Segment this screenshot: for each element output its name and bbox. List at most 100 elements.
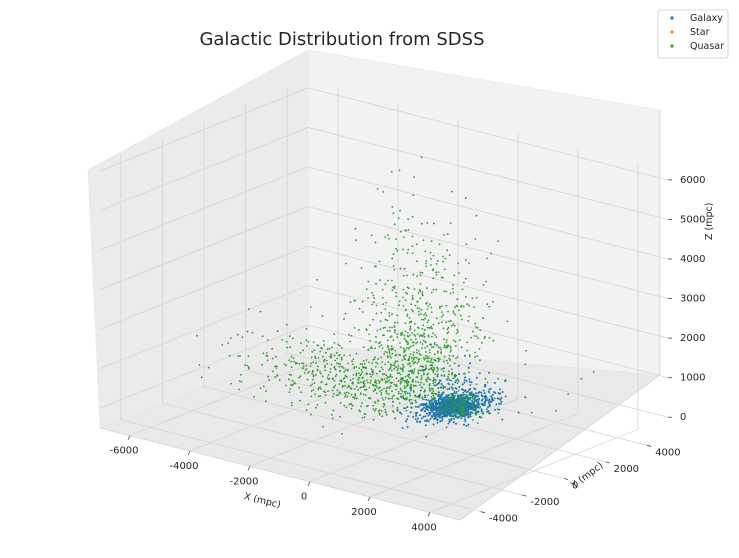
quasar-point [444,408,446,411]
galaxy-point [477,392,480,394]
quasar-point [416,326,419,329]
quasar-point [393,268,396,271]
quasar-point [432,288,435,291]
quasar-point [316,404,319,406]
quasar-point [344,384,346,387]
quasar-point [363,389,366,391]
galaxy-point [455,415,458,418]
quasar-point [408,346,411,349]
quasar-point [365,379,368,382]
quasar-point [389,365,392,368]
quasar-point [432,394,435,397]
quasar-point [425,260,428,262]
quasar-point [456,328,459,331]
galaxy-point [427,420,430,423]
quasar-point [285,323,288,326]
quasar-point [421,396,424,398]
quasar-point [307,340,310,343]
quasar-point [460,346,463,349]
quasar-point [487,412,490,414]
quasar-point [447,377,450,379]
quasar-point [448,357,451,360]
quasar-point [384,396,387,399]
quasar-point [253,395,256,398]
quasar-point [435,271,437,274]
quasar-point [397,392,400,395]
galaxy-point [403,407,406,410]
quasar-point [363,416,366,418]
quasar-point [442,327,445,330]
quasar-point [438,243,441,246]
galaxy-point [463,389,466,392]
quasar-point [426,308,429,310]
galaxy-point [497,392,500,394]
quasar-point [441,384,444,387]
galaxy-point [424,396,427,399]
quasar-point [423,335,426,338]
quasar-point [382,399,385,401]
quasar-point [435,336,438,339]
quasar-point [432,366,435,369]
quasar-point [387,393,390,395]
quasar-point [412,380,414,383]
quasar-point [423,389,426,391]
quasar-point [343,354,346,357]
galaxy-point [456,417,459,419]
quasar-point [379,390,381,392]
galaxy-point [425,407,428,410]
quasar-point [347,392,350,395]
quasar-point [388,314,391,317]
quasar-point [399,342,401,344]
galaxy-point [498,388,501,391]
quasar-point [313,382,316,384]
z-gridline [99,127,669,220]
quasar-point [400,381,403,383]
quasar-point [246,364,249,367]
galaxy-point [427,399,430,402]
quasar-point [383,372,385,375]
quasar-point [332,386,335,389]
quasar-point [366,372,368,375]
quasar-point [443,355,446,358]
quasar-point [404,322,407,325]
galaxy-point [495,403,498,406]
quasar-point [398,353,401,356]
quasar-point [393,364,396,367]
quasar-point [468,355,471,358]
galaxy-point [480,416,483,419]
quasar-point [445,402,448,404]
galaxy-point [436,375,439,377]
quasar-point [406,274,408,277]
quasar-point [440,311,443,313]
quasar-point [393,223,396,226]
legend-marker-star [670,30,674,34]
quasar-point [290,360,293,363]
quasar-point [468,371,470,374]
quasar-point [335,373,338,376]
quasar-point [411,360,414,363]
quasar-point [352,358,355,360]
quasar-point [457,330,459,333]
quasar-point [447,370,450,373]
quasar-point [341,365,344,368]
quasar-point [488,336,491,339]
quasar-point [376,363,379,365]
quasar-point [430,408,433,411]
galaxy-point [438,393,440,396]
quasar-point [392,411,395,413]
quasar-point [402,288,405,291]
quasar-point [453,390,456,393]
quasar-point [406,383,409,386]
quasar-point [379,380,381,383]
quasar-point [431,327,433,330]
quasar-point [405,380,408,383]
x-axis-label: X (mpc) [243,491,282,511]
quasar-point [419,393,422,395]
quasar-point [240,381,243,383]
quasar-point [360,405,362,408]
quasar-point [426,301,428,304]
quasar-point [361,377,364,380]
y-tick-label: 2000 [614,464,639,475]
quasar-point [323,366,326,369]
quasar-point [375,392,378,395]
